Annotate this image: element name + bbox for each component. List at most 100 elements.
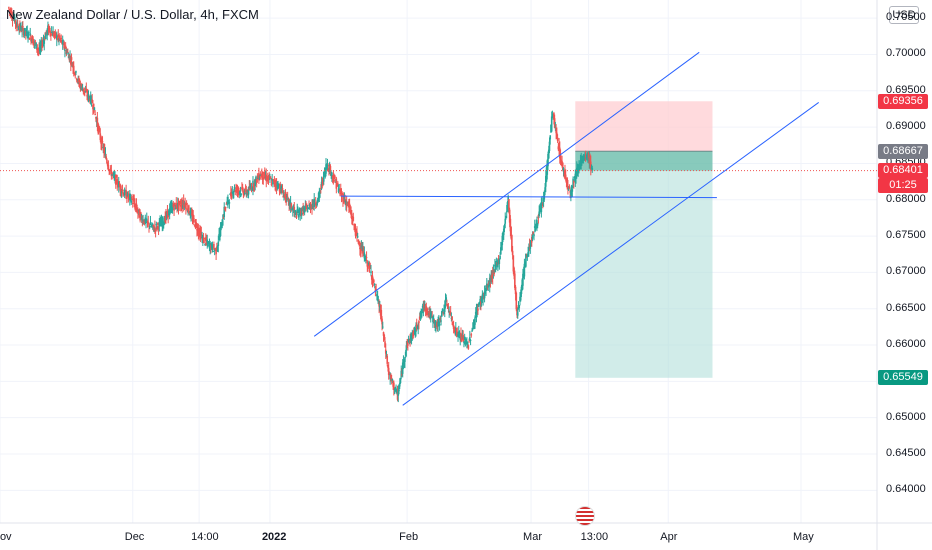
candle-body (195, 222, 197, 225)
price-tick-label: 0.66000 (886, 338, 926, 351)
candle-body (65, 50, 68, 55)
candle-body (54, 31, 57, 33)
candle-body (307, 207, 310, 210)
candle-body (430, 313, 433, 315)
candle-body (543, 191, 546, 200)
candle-body (133, 199, 136, 205)
candle-body (224, 208, 226, 210)
candle-body (471, 328, 474, 330)
candle-body (356, 231, 358, 237)
candle-body (382, 332, 385, 336)
candle-body (561, 160, 563, 164)
candle-body (58, 35, 61, 40)
candle-body (306, 204, 308, 207)
candle-body (487, 284, 490, 288)
candle-body (589, 161, 592, 170)
candle-body (272, 179, 274, 185)
candle-body (397, 391, 400, 396)
candle-body (455, 329, 458, 332)
candle-body (460, 332, 462, 337)
price-tick-label: 0.64500 (886, 446, 926, 459)
candle-body (386, 355, 389, 364)
candle-body (190, 213, 193, 215)
candle-body (340, 193, 343, 197)
candle-body (57, 34, 60, 38)
candle-body (59, 39, 62, 41)
candle-body (384, 341, 386, 348)
candle-body (437, 322, 439, 327)
us-flag-icon[interactable] (575, 506, 595, 526)
candle-body (40, 41, 43, 47)
candle-body (357, 239, 360, 244)
candle-body (261, 171, 264, 180)
candle-body (222, 217, 225, 219)
candle-body (365, 259, 367, 262)
candle-body (452, 325, 455, 329)
candle-body (426, 308, 429, 310)
price-tick-label: 0.70500 (886, 11, 926, 24)
candle-body (383, 334, 386, 338)
candle-body (232, 194, 234, 196)
candle-body (83, 87, 85, 93)
currency-button[interactable]: USD (889, 6, 919, 24)
candle-body (125, 190, 127, 199)
candle-body (281, 188, 284, 193)
candle-body (155, 224, 158, 226)
candle-body (313, 198, 316, 207)
stop-loss-zone (575, 101, 713, 152)
candle-body (172, 203, 175, 207)
candle-body (67, 51, 69, 53)
candle-body (561, 162, 564, 171)
candle-body (290, 203, 293, 210)
candle-body (325, 164, 327, 174)
candle-body (26, 31, 29, 37)
candle-body (202, 237, 205, 244)
candle-body (164, 215, 167, 222)
candle-body (413, 327, 416, 330)
candle-body (90, 96, 93, 102)
candle-body (272, 179, 275, 181)
candle-body (438, 324, 441, 326)
candle-body (212, 250, 214, 252)
candle-body (559, 154, 562, 162)
candle-body (117, 182, 120, 188)
candle-body (176, 207, 178, 209)
candle-body (417, 324, 420, 329)
candle-body (447, 306, 450, 308)
candle-body (331, 172, 333, 176)
candle-body (139, 212, 141, 221)
candle-body (339, 188, 342, 192)
candle-body (571, 188, 574, 192)
candle-body (55, 35, 58, 40)
candle-body (293, 206, 296, 211)
candle-body (443, 306, 446, 312)
candle-body (286, 196, 289, 198)
candle-body (61, 40, 64, 44)
candle-body (94, 114, 96, 116)
candle-body (585, 157, 588, 159)
candle-body (173, 207, 175, 211)
candle-body (516, 312, 519, 316)
candle-body (395, 388, 397, 391)
candle-body (516, 307, 518, 316)
candle-body (514, 273, 516, 288)
candle-body (468, 341, 470, 343)
candle-body (292, 210, 295, 213)
candle-body (508, 209, 511, 223)
candle-body (426, 312, 428, 314)
candle-body (84, 90, 87, 93)
candle-body (43, 39, 46, 44)
candle-body (300, 212, 303, 216)
candle-body (127, 196, 130, 198)
candle-body (519, 294, 522, 301)
candle-body (393, 382, 395, 390)
candle-body (448, 310, 450, 313)
candle-body (538, 211, 540, 217)
candle-body (246, 193, 248, 196)
candle-body (500, 247, 502, 255)
candle-body (322, 171, 325, 182)
candle-body (75, 71, 77, 73)
candle-body (74, 74, 77, 76)
candle-body (459, 335, 462, 340)
